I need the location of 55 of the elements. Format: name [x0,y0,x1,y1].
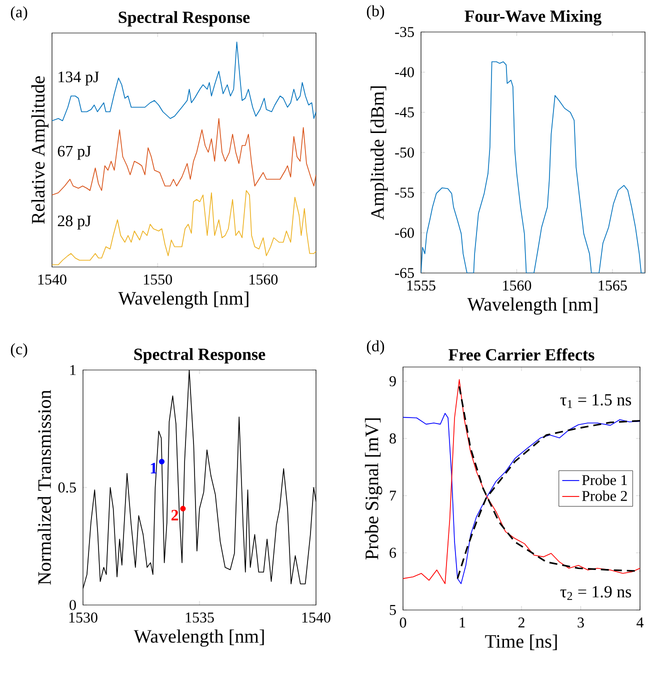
y-tick-label: -45 [395,107,414,118]
annotation: τ$_{2}$ = 1.9 ns [560,586,632,600]
line-series [403,412,640,584]
x-tick-label: 1560 [250,274,278,285]
chart-title: Free Carrier Effects [448,348,594,361]
y-tick-label: -65 [395,268,414,278]
text: (b) [366,5,384,20]
x-tick-label: 1550 [144,274,172,285]
y-axis-title: Probe Signal [mV] [364,418,382,560]
y-tick-label: -40 [395,67,414,78]
x-tick-label: 4 [636,618,644,628]
y-tick-label: 0.5 [58,482,76,493]
series-label: 134 pJ [58,72,99,86]
y-axis-title: Normalized Transmission [38,390,51,585]
series-label: 28 pJ [58,216,91,230]
x-tick-label: 1565 [598,280,627,291]
y-tick-label: 0 [70,600,76,610]
x-tick-label: 1535 [186,612,214,623]
y-tick-label: -35 [395,26,414,38]
x-tick-label: 1530 [69,612,98,623]
y-tick-label: 7 [390,490,396,501]
series-label: 2 [171,510,178,520]
annotation: τ$_{1}$ = 1.5 ns [560,394,632,408]
y-axis-title: Relative Amplitude [31,76,48,224]
y-tick-label: -60 [395,228,414,238]
y-tick-label: 5 [390,605,396,615]
x-tick-label: 1540 [38,274,66,285]
y-tick-label: 9 [389,376,396,386]
line-series [403,379,640,584]
x-tick-label: 1540 [302,612,330,623]
legend-label: Probe 2 [582,490,627,501]
y-axis-title: Amplitude [dBm] [370,86,388,220]
x-tick-label: 1555 [407,280,436,291]
chart-title: Four-Wave Mixing [464,10,602,26]
x-tick-label: 1560 [503,280,532,291]
legend-label: Probe 1 [582,474,627,486]
y-tick-label: -50 [395,147,414,158]
x-axis-title: Wavelength [nm] [467,297,598,315]
line-series [421,61,646,273]
text: (a) [10,6,28,21]
y-tick-label: 8 [390,433,396,444]
y-tick-label: 1 [70,365,76,375]
x-axis-title: Wavelength [nm] [134,629,264,647]
x-tick-label: 3 [578,618,584,628]
chart-title: Spectral Response [134,348,266,364]
x-axis-title: Wavelength [nm] [118,291,248,309]
x-tick-label: 2 [518,618,524,628]
y-tick-label: -55 [395,188,414,198]
series-label: 67 pJ [58,146,91,160]
chart-title: Spectral Response [118,11,250,26]
text: (d) [366,340,384,355]
text: (c) [10,343,28,358]
y-tick-label: 6 [390,548,396,558]
x-tick-label: 1 [460,618,466,628]
x-axis-title: Time [ns] [485,634,557,650]
